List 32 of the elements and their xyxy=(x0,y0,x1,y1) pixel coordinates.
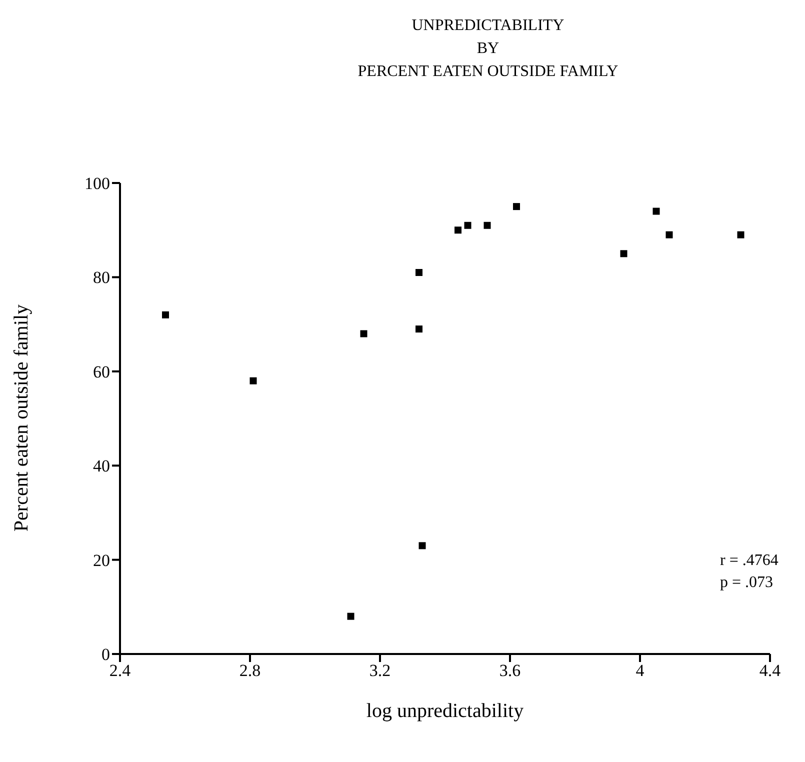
y-tick-label: 80 xyxy=(93,268,110,288)
point xyxy=(416,268,422,276)
point xyxy=(652,208,660,215)
point xyxy=(454,226,462,234)
point xyxy=(666,231,673,238)
x-tick-label: 3.6 xyxy=(499,661,521,680)
point xyxy=(620,250,628,258)
x-axis-title: log unpredictability xyxy=(365,700,525,723)
point xyxy=(360,330,368,338)
y-axis-title: Percent eaten outside family xyxy=(10,304,34,532)
y-tick-label: 40 xyxy=(93,456,110,476)
x-tick-label: 2.4 xyxy=(109,661,132,680)
chart-title: UNPREDICTABILITY BY PERCENT EATEN OUTSIDE FAMILY xyxy=(356,16,620,82)
y-tick-label: 20 xyxy=(93,550,110,570)
point xyxy=(418,542,426,550)
y-tick-label: 100 xyxy=(84,174,110,194)
x-tick-label: 3.2 xyxy=(369,661,391,680)
point xyxy=(484,222,491,229)
point xyxy=(416,326,422,333)
x-tick-label: 4.4 xyxy=(759,661,782,680)
point xyxy=(737,231,744,238)
point xyxy=(250,377,257,384)
annotation: p = .073 xyxy=(720,573,774,593)
point xyxy=(464,222,472,229)
x-tick-label: 2.8 xyxy=(239,661,261,680)
point xyxy=(162,311,169,318)
point xyxy=(347,612,354,620)
annotation: r = .4764 xyxy=(720,551,778,571)
point xyxy=(513,203,520,210)
y-tick-label: 0 xyxy=(102,645,110,664)
y-tick-label: 60 xyxy=(93,362,110,382)
x-tick-label: 4 xyxy=(636,661,645,680)
